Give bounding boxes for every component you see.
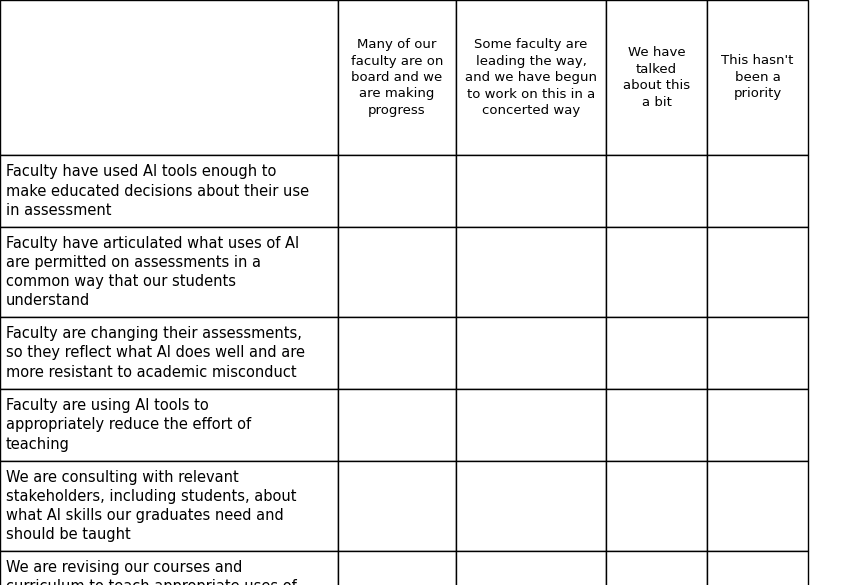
Bar — [0, 389, 338, 461]
Bar — [707, 155, 808, 227]
Bar — [338, 389, 456, 461]
Bar — [0, 461, 338, 551]
Text: We are revising our courses and
curriculum to teach appropriate uses of
AI, so o: We are revising our courses and curricul… — [6, 560, 297, 585]
Bar — [338, 227, 456, 317]
Bar — [606, 389, 707, 461]
Bar — [606, 461, 707, 551]
Bar — [338, 155, 456, 227]
Text: Faculty are changing their assessments,
so they reflect what AI does well and ar: Faculty are changing their assessments, … — [6, 326, 305, 380]
Bar — [0, 155, 338, 227]
Bar — [338, 551, 456, 585]
Bar — [606, 155, 707, 227]
Bar — [456, 227, 606, 317]
Bar — [707, 317, 808, 389]
Bar — [0, 551, 338, 585]
Bar — [707, 227, 808, 317]
Text: We are consulting with relevant
stakeholders, including students, about
what AI : We are consulting with relevant stakehol… — [6, 470, 297, 542]
Text: Faculty have articulated what uses of AI
are permitted on assessments in a
commo: Faculty have articulated what uses of AI… — [6, 236, 299, 308]
Bar — [338, 461, 456, 551]
Text: We have
talked
about this
a bit: We have talked about this a bit — [623, 46, 690, 109]
Text: Some faculty are
leading the way,
and we have begun
to work on this in a
concert: Some faculty are leading the way, and we… — [465, 38, 597, 117]
Text: Many of our
faculty are on
board and we
are making
progress: Many of our faculty are on board and we … — [351, 38, 444, 117]
Text: Faculty have used AI tools enough to
make educated decisions about their use
in : Faculty have used AI tools enough to mak… — [6, 164, 309, 218]
Bar — [338, 317, 456, 389]
Bar — [456, 461, 606, 551]
Bar — [0, 0, 338, 155]
Bar — [456, 317, 606, 389]
Bar — [707, 461, 808, 551]
Bar — [456, 155, 606, 227]
Bar — [606, 227, 707, 317]
Bar — [0, 227, 338, 317]
Text: This hasn't
been a
priority: This hasn't been a priority — [721, 54, 794, 101]
Bar — [456, 551, 606, 585]
Text: Faculty are using AI tools to
appropriately reduce the effort of
teaching: Faculty are using AI tools to appropriat… — [6, 398, 251, 452]
Bar — [707, 389, 808, 461]
Bar — [456, 0, 606, 155]
Bar — [338, 0, 456, 155]
Bar — [606, 317, 707, 389]
Bar — [707, 0, 808, 155]
Bar — [707, 551, 808, 585]
Bar — [606, 551, 707, 585]
Bar — [606, 0, 707, 155]
Bar — [0, 317, 338, 389]
Bar — [456, 389, 606, 461]
